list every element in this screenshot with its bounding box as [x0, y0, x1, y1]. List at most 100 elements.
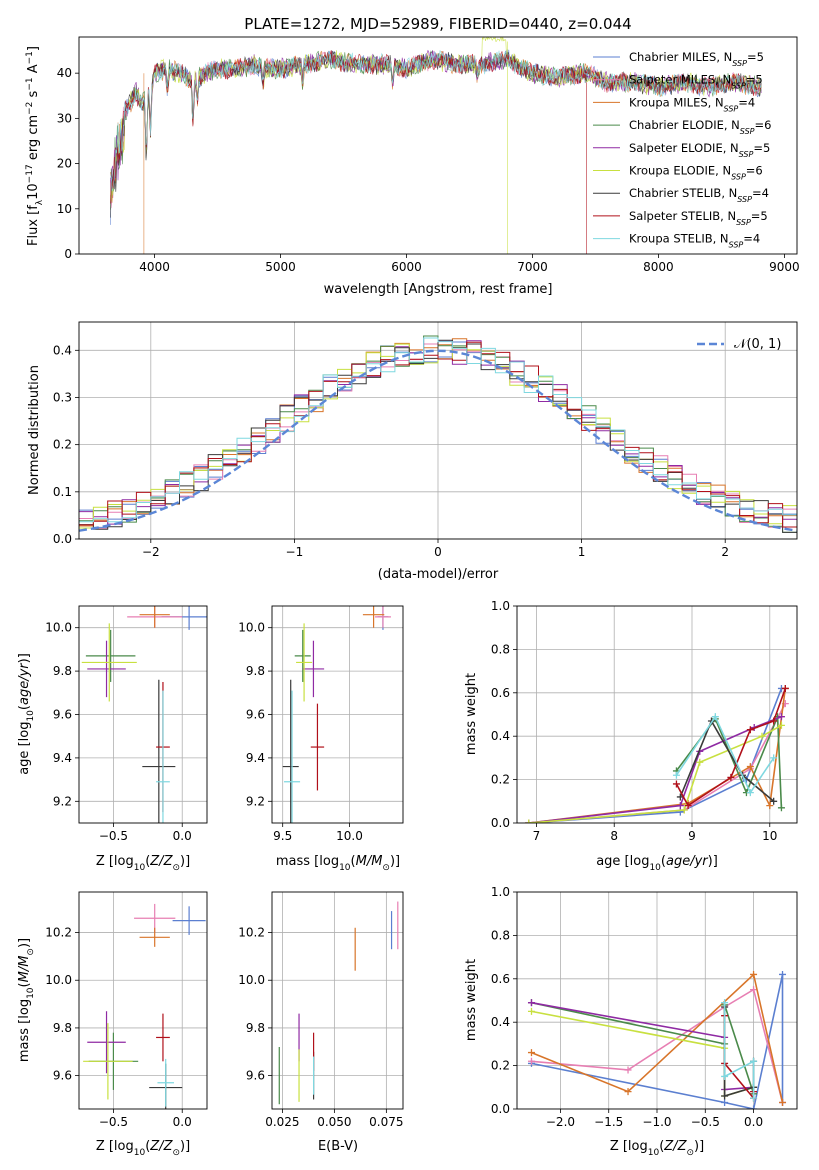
plot-area	[517, 606, 797, 823]
y-tick-label: 10	[57, 202, 72, 216]
y-tick-label: 0.6	[491, 686, 510, 700]
weight-marker	[721, 1098, 729, 1106]
y-tick-label: 1.0	[491, 599, 510, 613]
weight-marker	[711, 713, 719, 721]
x-tick-label: 8000	[643, 260, 674, 274]
data-point	[302, 640, 325, 698]
x-tick-label: 5000	[265, 260, 296, 274]
y-tick-label: 0.8	[491, 928, 510, 942]
data-point	[85, 629, 136, 682]
plot-area	[79, 892, 207, 1109]
y-axis-label: age [log10(age/yr)]	[17, 653, 36, 775]
weight-marker	[758, 732, 766, 740]
x-tick-label: −1	[286, 545, 304, 559]
axes-frame	[78, 891, 208, 1110]
axes-frame	[78, 36, 798, 255]
data-point	[284, 690, 301, 823]
x-tick-label: −2	[142, 545, 160, 559]
normal-curve	[79, 349, 797, 532]
y-tick-label: 9.6	[53, 1069, 72, 1083]
x-tick-label: 9	[688, 829, 696, 843]
y-axis-label: mass [log10(M/M⊙)]	[17, 938, 36, 1062]
y-tick-label: 9.4	[246, 751, 265, 765]
x-tick-label: 1	[578, 545, 586, 559]
weight-marker	[527, 999, 535, 1007]
weight-marker	[777, 721, 785, 729]
y-tick-label: 1.0	[491, 885, 510, 899]
plot-area	[79, 322, 797, 539]
plot-area	[272, 892, 403, 1109]
axes-frame	[516, 891, 798, 1110]
x-tick-label: 8	[610, 829, 618, 843]
x-tick-label: 0.0	[173, 1115, 192, 1129]
data-point	[142, 679, 176, 823]
data-point	[282, 679, 299, 823]
chart-weight-age: 7 8 9 10 0.0 0.2 0.4 0.6 0.8 1.0 age [log10(age/yr…	[464, 599, 798, 873]
data-point	[296, 623, 313, 702]
weight-marker	[727, 773, 735, 781]
weight-marker	[746, 726, 754, 734]
x-tick-label: −0.5	[691, 1115, 720, 1129]
weight-marker	[746, 789, 754, 797]
x-tick-label: −1.5	[594, 1115, 623, 1129]
legend-entry: Salpeter ELODIE, NSSP=5	[629, 141, 770, 159]
weight-marker	[779, 1098, 787, 1106]
x-tick-label: −1.0	[642, 1115, 671, 1129]
weight-marker	[770, 797, 778, 805]
spectrum-line	[110, 50, 762, 254]
y-tick-label: 0.1	[53, 485, 72, 499]
weight-line	[675, 688, 787, 807]
legend-entry: Salpeter MILES, NSSP=5	[629, 73, 763, 91]
weight-marker	[527, 1049, 535, 1057]
x-tick-label: 0.050	[317, 1115, 351, 1129]
y-tick-label: 0.4	[491, 1015, 510, 1029]
y-tick-label: 0.0	[53, 532, 72, 546]
x-tick-label: 0.0	[744, 1115, 763, 1129]
weight-marker	[750, 1094, 758, 1102]
weight-marker	[750, 986, 758, 994]
x-tick-label: 7000	[517, 260, 548, 274]
chart-spectrum: 4000 5000 6000 7000 8000 9000 0 10 20 30 40 PLATE=1…	[25, 15, 800, 297]
data-point	[156, 690, 170, 823]
x-tick-label: −0.5	[99, 829, 128, 843]
x-axis-label: wavelength [Angstrom, rest frame]	[324, 282, 553, 297]
y-tick-label: 9.2	[246, 794, 265, 808]
weight-marker	[750, 970, 758, 978]
x-tick-label: 4000	[139, 260, 170, 274]
y-tick-label: 20	[57, 157, 72, 171]
y-tick-label: 30	[57, 111, 72, 125]
legend-entry: Salpeter STELIB, NSSP=5	[629, 209, 768, 227]
data-point	[157, 1058, 174, 1107]
weight-line	[531, 1001, 755, 1095]
y-tick-label: 0.8	[491, 642, 510, 656]
y-axis-label: mass weight	[464, 959, 479, 1041]
y-tick-label: 0.0	[491, 1102, 510, 1116]
y-tick-label: 0.0	[491, 816, 510, 830]
weight-marker	[676, 802, 684, 810]
data-point	[87, 1011, 126, 1074]
weight-marker	[527, 1007, 535, 1015]
weight-line	[723, 1015, 755, 1101]
weight-marker	[624, 1066, 632, 1074]
chart-mass-z: −0.5 0.0 9.6 9.8 10.0 10.2 Z [log10(Z/Z⊙)] mass…	[17, 891, 208, 1158]
x-axis-label: Z [log10(Z/Z⊙)]	[96, 854, 190, 873]
data-point	[294, 629, 311, 682]
legend: 𝒩(0, 1)	[697, 337, 781, 352]
plot-area	[79, 606, 207, 823]
weight-marker	[672, 780, 680, 788]
weight-marker	[770, 754, 778, 762]
y-tick-label: 9.8	[53, 664, 72, 678]
weight-marker	[779, 970, 787, 978]
y-axis-label: Flux [fλ10−17 erg cm−2 s−1 A−1]	[25, 46, 45, 246]
weight-line	[528, 703, 787, 823]
x-tick-label: 9.5	[273, 829, 292, 843]
y-tick-label: 9.6	[246, 1069, 265, 1083]
y-tick-label: 40	[57, 66, 72, 80]
x-tick-label: −2.0	[546, 1115, 575, 1129]
chart-age-mass: 9.5 10.0 9.2 9.4 9.6 9.8 10.0 mass [log10(M/M⊙)…	[238, 605, 404, 873]
data-point	[310, 703, 325, 791]
axes-frame	[271, 891, 404, 1110]
weight-line	[679, 719, 775, 802]
weight-marker	[624, 1088, 632, 1096]
data-point	[156, 1013, 170, 1062]
